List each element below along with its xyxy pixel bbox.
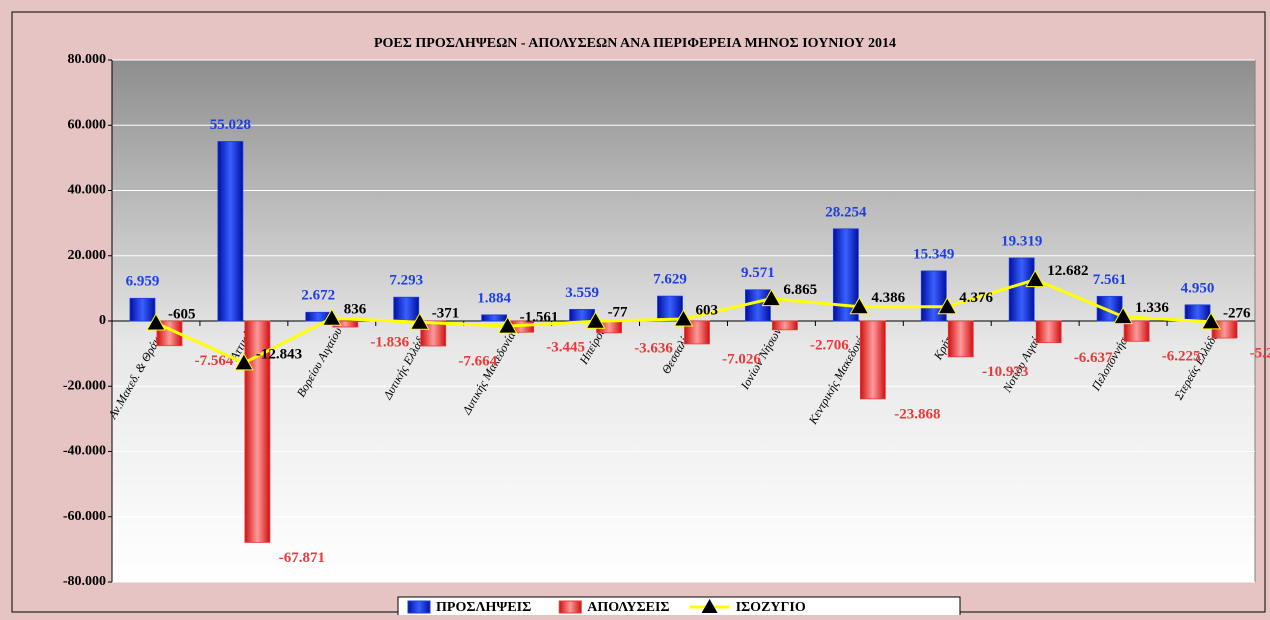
data-label: -77	[608, 305, 628, 321]
data-label: -7.564	[195, 353, 234, 369]
bar	[772, 320, 798, 331]
legend-swatch	[701, 599, 718, 613]
y-tick-label: 80.000	[68, 52, 107, 67]
line-marker	[1113, 306, 1133, 325]
bar	[1123, 320, 1150, 342]
data-label: 4.950	[1181, 280, 1215, 296]
legend-swatch	[558, 600, 582, 614]
line-marker	[585, 311, 606, 329]
line-marker	[1025, 269, 1046, 288]
data-label: 1.884	[477, 290, 511, 306]
data-label: 3.559	[565, 285, 599, 301]
y-tick-label: 60.000	[68, 117, 107, 132]
data-label: -371	[432, 306, 460, 322]
data-label: -7.664	[458, 353, 497, 369]
line-marker	[146, 312, 166, 331]
bar	[859, 320, 886, 400]
bar	[393, 296, 420, 322]
bar	[1184, 304, 1211, 322]
data-label: 15.349	[913, 246, 954, 262]
legend-label: ΙΣΟΖΥΓΙΟ	[736, 600, 806, 615]
line-marker	[234, 352, 254, 371]
data-label: -1.836	[370, 334, 409, 350]
data-label: -23.868	[894, 406, 940, 422]
data-label: -1.561	[520, 310, 559, 326]
data-label: 55.028	[210, 117, 251, 133]
bar	[1035, 320, 1062, 344]
bar	[217, 141, 244, 322]
data-label: 603	[696, 302, 719, 318]
data-label: 19.319	[1001, 233, 1042, 249]
data-label: 4.376	[959, 290, 993, 306]
y-tick-label: 40.000	[68, 183, 107, 198]
data-label: -276	[1223, 305, 1251, 321]
data-label: -5.226	[1250, 345, 1270, 361]
data-label: -6.637	[1074, 350, 1113, 366]
line-marker	[849, 296, 870, 315]
legend-swatch	[407, 600, 431, 614]
bar	[420, 320, 447, 347]
y-tick-label: 20.000	[68, 248, 107, 263]
data-label: -605	[168, 306, 196, 322]
line-marker	[1201, 311, 1221, 330]
y-tick-label: -80.000	[63, 574, 106, 589]
legend-label: ΠΡΟΣΛΗΨΕΙΣ	[436, 600, 531, 615]
bar	[569, 308, 595, 322]
data-label: -3.445	[546, 340, 585, 356]
bar	[481, 314, 508, 322]
data-label: -67.871	[279, 550, 325, 566]
bar	[1008, 257, 1035, 322]
data-label: 4.386	[871, 290, 905, 306]
data-label: 9.571	[741, 265, 775, 281]
line-marker	[321, 308, 342, 326]
data-label: -2.706	[810, 337, 849, 353]
bar	[244, 320, 271, 543]
data-label: -12.843	[256, 346, 302, 362]
bar	[947, 320, 974, 358]
data-label: -6.225	[1162, 349, 1201, 365]
chart-title: ΡΟΕΣ ΠΡΟΣΛΗΨΕΩΝ - ΑΠΟΛΥΣΕΩΝ ΑΝΑ ΠΕΡΙΦΕΡΕ…	[374, 36, 896, 51]
bar	[129, 297, 156, 322]
y-tick-label: -40.000	[63, 444, 106, 459]
line-marker	[409, 312, 430, 330]
data-label: -3.636	[634, 340, 673, 356]
data-label: 28.254	[825, 204, 867, 220]
line-marker	[761, 288, 782, 307]
data-label: 7.293	[389, 273, 423, 289]
y-tick-label: 0	[99, 313, 106, 328]
data-label: 2.672	[301, 288, 335, 304]
y-tick-label: -60.000	[63, 509, 106, 524]
line-marker	[497, 316, 518, 334]
data-label: 12.682	[1047, 263, 1088, 279]
legend-label: ΑΠΟΛΥΣΕΙΣ	[587, 600, 669, 615]
data-label: 7.561	[1093, 272, 1127, 288]
data-label: -10.973	[982, 364, 1028, 380]
data-label: 7.629	[653, 272, 687, 288]
line-marker	[937, 296, 958, 315]
data-label: 1.336	[1135, 300, 1169, 316]
bar	[684, 320, 710, 345]
data-label: 836	[344, 302, 367, 318]
line-marker	[673, 309, 694, 327]
bar	[657, 295, 683, 322]
y-tick-label: -20.000	[63, 378, 106, 393]
data-label: 6.865	[783, 282, 817, 298]
data-label: -7.026	[722, 351, 761, 367]
data-label: 6.959	[126, 274, 160, 290]
